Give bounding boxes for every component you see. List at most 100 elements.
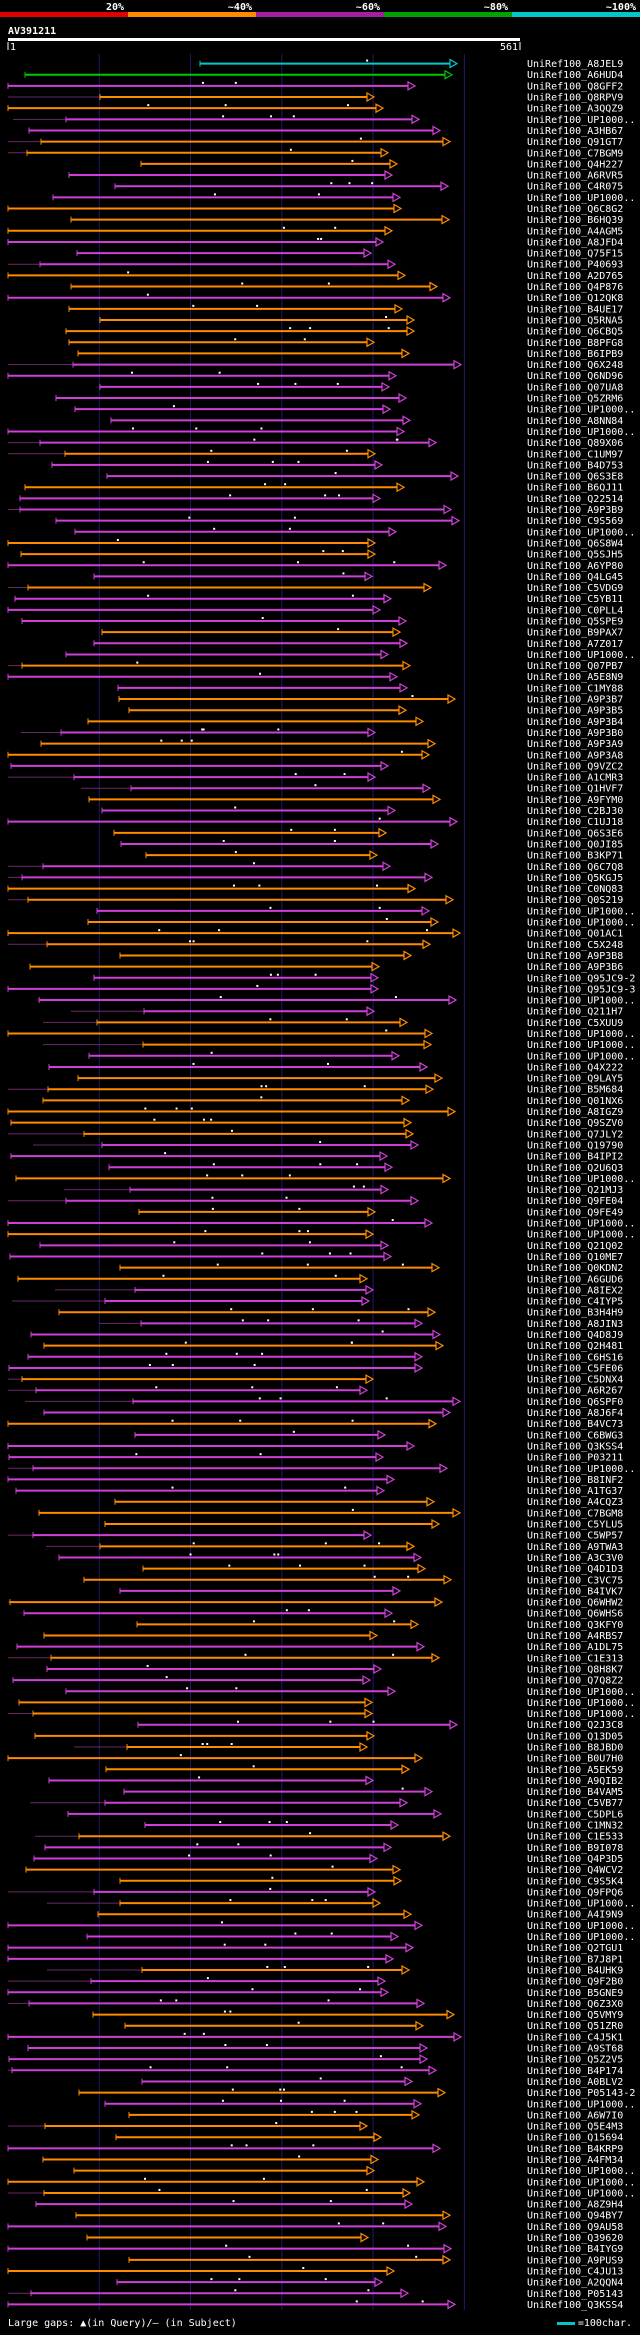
hit-label[interactable]: UniRef100_Q07UA8 (527, 382, 623, 393)
hit-label[interactable]: UniRef100_A8JFD4 (527, 237, 623, 248)
hit-label[interactable]: UniRef100_Q4WCV2 (527, 1865, 623, 1876)
hit-label[interactable]: UniRef100_A6YP80 (527, 561, 623, 572)
hit-label[interactable]: UniRef100_Q3KSS4 (527, 2300, 623, 2311)
hit-label[interactable]: UniRef100_Q7Q8Z2 (527, 1676, 623, 1687)
hit-label[interactable]: UniRef100_C5FE06 (527, 1363, 623, 1374)
hit-label[interactable]: UniRef100_C5VB77 (527, 1798, 623, 1809)
hit-label[interactable]: UniRef100_Q9FE04 (527, 1196, 623, 1207)
hit-label[interactable]: UniRef100_UP1000.. (527, 1040, 635, 1051)
hit-label[interactable]: UniRef100_P05143 (527, 2289, 623, 2300)
hit-label[interactable]: UniRef100_B6HQ39 (527, 215, 623, 226)
hit-label[interactable]: UniRef100_Q75F15 (527, 249, 623, 260)
hit-label[interactable]: UniRef100_Q6C7Q8 (527, 862, 623, 873)
hit-label[interactable]: UniRef100_Q0KDN2 (527, 1263, 623, 1274)
hit-label[interactable]: UniRef100_Q9VZC2 (527, 761, 623, 772)
hit-label[interactable]: UniRef100_A9FYM0 (527, 795, 623, 806)
hit-label[interactable]: UniRef100_C1UM97 (527, 449, 623, 460)
hit-label[interactable]: UniRef100_Q4D8J9 (527, 1330, 623, 1341)
hit-label[interactable]: UniRef100_A2QQN4 (527, 2278, 623, 2289)
hit-label[interactable]: UniRef100_C4IYP5 (527, 1297, 623, 1308)
hit-label[interactable]: UniRef100_Q4P876 (527, 282, 623, 293)
hit-label[interactable]: UniRef100_UP1000.. (527, 1921, 635, 1932)
hit-label[interactable]: UniRef100_P03211 (527, 1453, 623, 1464)
hit-label[interactable]: UniRef100_Q6WHW2 (527, 1598, 623, 1609)
hit-label[interactable]: UniRef100_A9P3B0 (527, 728, 623, 739)
hit-label[interactable]: UniRef100_UP1000.. (527, 1029, 635, 1040)
hit-label[interactable]: UniRef100_Q6S8W4 (527, 538, 623, 549)
hit-label[interactable]: UniRef100_Q2U6Q3 (527, 1163, 623, 1174)
hit-label[interactable]: UniRef100_A5EK59 (527, 1765, 623, 1776)
hit-label[interactable]: UniRef100_A1CMR3 (527, 773, 623, 784)
hit-label[interactable]: UniRef100_A9P3B4 (527, 717, 623, 728)
hit-label[interactable]: UniRef100_Q4LG45 (527, 572, 623, 583)
hit-label[interactable]: UniRef100_Q4X222 (527, 1062, 623, 1073)
hit-label[interactable]: UniRef100_A9P3A8 (527, 750, 623, 761)
hit-label[interactable]: UniRef100_C5YB11 (527, 594, 623, 605)
hit-label[interactable]: UniRef100_A4FM34 (527, 2155, 623, 2166)
hit-label[interactable]: UniRef100_B4VAM5 (527, 1787, 623, 1798)
hit-label[interactable]: UniRef100_UP1000.. (527, 918, 635, 929)
hit-label[interactable]: UniRef100_C5VDG9 (527, 583, 623, 594)
hit-label[interactable]: UniRef100_A7Z017 (527, 639, 623, 650)
hit-label[interactable]: UniRef100_Q5SPE9 (527, 617, 623, 628)
hit-label[interactable]: UniRef100_UP1000.. (527, 2099, 635, 2110)
hit-label[interactable]: UniRef100_Q4H227 (527, 159, 623, 170)
hit-label[interactable]: UniRef100_Q39620 (527, 2233, 623, 2244)
hit-label[interactable]: UniRef100_C0PLL4 (527, 605, 623, 616)
hit-label[interactable]: UniRef100_C0NQ83 (527, 884, 623, 895)
hit-label[interactable]: UniRef100_A9P3A9 (527, 739, 623, 750)
hit-label[interactable]: UniRef100_B0U7H0 (527, 1754, 623, 1765)
hit-label[interactable]: UniRef100_UP1000.. (527, 650, 635, 661)
hit-label[interactable]: UniRef100_C1E533 (527, 1832, 623, 1843)
hit-label[interactable]: UniRef100_A9P3B8 (527, 951, 623, 962)
hit-label[interactable]: UniRef100_UP1000.. (527, 906, 635, 917)
hit-label[interactable]: UniRef100_A1TG37 (527, 1486, 623, 1497)
hit-label[interactable]: UniRef100_UP1000.. (527, 1230, 635, 1241)
hit-label[interactable]: UniRef100_C5DPL6 (527, 1809, 623, 1820)
hit-label[interactable]: UniRef100_A6HUD4 (527, 70, 623, 81)
hit-label[interactable]: UniRef100_A1DL75 (527, 1642, 623, 1653)
hit-label[interactable]: UniRef100_C5X248 (527, 940, 623, 951)
hit-label[interactable]: UniRef100_A6R267 (527, 1386, 623, 1397)
hit-label[interactable]: UniRef100_B7J8P1 (527, 1954, 623, 1965)
hit-label[interactable]: UniRef100_Q7JLY2 (527, 1129, 623, 1140)
hit-label[interactable]: UniRef100_B6QJ11 (527, 483, 623, 494)
hit-label[interactable]: UniRef100_Q51ZR0 (527, 2021, 623, 2032)
hit-label[interactable]: UniRef100_Q0JI85 (527, 839, 623, 850)
hit-label[interactable]: UniRef100_B4D753 (527, 460, 623, 471)
hit-label[interactable]: UniRef100_Q9FPQ6 (527, 1887, 623, 1898)
hit-label[interactable]: UniRef100_Q9AU58 (527, 2222, 623, 2233)
hit-label[interactable]: UniRef100_UP1000.. (527, 405, 635, 416)
hit-label[interactable]: UniRef100_Q6WHS6 (527, 1609, 623, 1620)
hit-label[interactable]: UniRef100_UP1000.. (527, 1698, 635, 1709)
hit-label[interactable]: UniRef100_Q10ME7 (527, 1252, 623, 1263)
hit-label[interactable]: UniRef100_Q22514 (527, 494, 623, 505)
hit-label[interactable]: UniRef100_Q94BY7 (527, 2211, 623, 2222)
hit-label[interactable]: UniRef100_A5E8N9 (527, 672, 623, 683)
hit-label[interactable]: UniRef100_UP1000.. (527, 527, 635, 538)
hit-label[interactable]: UniRef100_UP1000.. (527, 1219, 635, 1230)
hit-label[interactable]: UniRef100_C5YLU5 (527, 1520, 623, 1531)
hit-label[interactable]: UniRef100_UP1000.. (527, 427, 635, 438)
hit-label[interactable]: UniRef100_UP1000.. (527, 1899, 635, 1910)
hit-label[interactable]: UniRef100_B4KRP9 (527, 2144, 623, 2155)
hit-label[interactable]: UniRef100_Q5Z2V5 (527, 2055, 623, 2066)
hit-label[interactable]: UniRef100_B4IYG9 (527, 2244, 623, 2255)
hit-label[interactable]: UniRef100_Q211H7 (527, 1007, 623, 1018)
hit-label[interactable]: UniRef100_B4IVK7 (527, 1586, 623, 1597)
hit-label[interactable]: UniRef100_B4VC73 (527, 1419, 623, 1430)
hit-label[interactable]: UniRef100_B3KP71 (527, 851, 623, 862)
hit-label[interactable]: UniRef100_Q13D05 (527, 1731, 623, 1742)
hit-label[interactable]: UniRef100_Q07PB7 (527, 661, 623, 672)
hit-label[interactable]: UniRef100_Q5E4M3 (527, 2122, 623, 2133)
hit-label[interactable]: UniRef100_C9S569 (527, 516, 623, 527)
hit-label[interactable]: UniRef100_B4UHK9 (527, 1965, 623, 1976)
hit-label[interactable]: UniRef100_UP1000.. (527, 2166, 635, 2177)
hit-label[interactable]: UniRef100_A8NN84 (527, 416, 623, 427)
hit-label[interactable]: UniRef100_A9TWA3 (527, 1542, 623, 1553)
hit-label[interactable]: UniRef100_Q9FE49 (527, 1207, 623, 1218)
hit-label[interactable]: UniRef100_A9P3B5 (527, 706, 623, 717)
hit-label[interactable]: UniRef100_B9I078 (527, 1843, 623, 1854)
hit-label[interactable]: UniRef100_Q6X248 (527, 360, 623, 371)
hit-label[interactable]: UniRef100_B4P174 (527, 2066, 623, 2077)
